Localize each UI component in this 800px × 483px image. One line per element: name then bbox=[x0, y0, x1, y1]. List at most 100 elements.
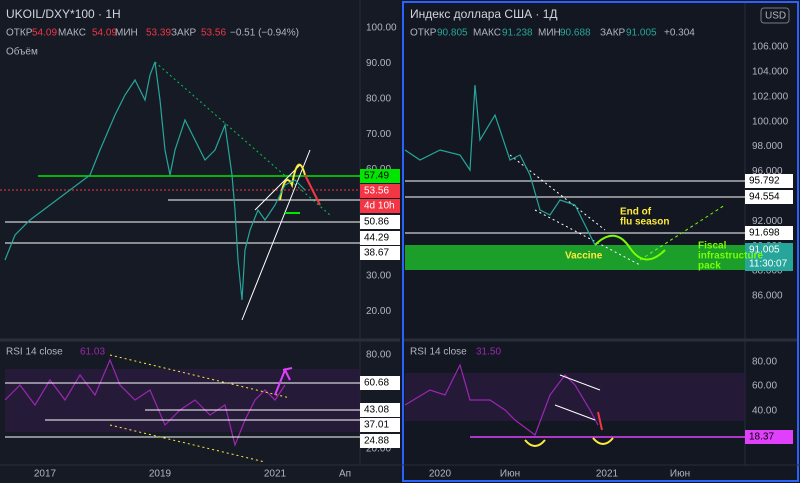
annotation: Fiscal bbox=[698, 241, 727, 252]
annotation: infrastructure bbox=[698, 251, 763, 262]
annotation: pack bbox=[698, 261, 721, 272]
forecast-line bbox=[639, 204, 726, 261]
price-tag-text: 11:30:07 bbox=[749, 259, 788, 270]
wave-drawing bbox=[279, 163, 306, 201]
price-tag-text: 60.68 bbox=[364, 378, 389, 389]
price-tag bbox=[360, 403, 400, 417]
ohlc: ОТКР bbox=[410, 28, 437, 39]
trend-line bbox=[254, 164, 301, 211]
price-tag-text: 53.56 bbox=[364, 186, 389, 197]
y-tick-label: 102.000 bbox=[752, 91, 789, 102]
ohlc: −0.51 (−0.94%) bbox=[230, 28, 299, 39]
price-tag bbox=[360, 246, 400, 260]
price-tag bbox=[745, 174, 793, 188]
y-tick-label: 98.000 bbox=[752, 141, 783, 152]
price-tag bbox=[745, 430, 793, 444]
ohlc: МИН bbox=[538, 28, 561, 39]
price-tag bbox=[360, 434, 400, 448]
ohlc: 91.238 bbox=[502, 28, 533, 39]
arrow bbox=[304, 174, 321, 206]
trend-line bbox=[109, 424, 266, 463]
price-tag-text: 95.792 bbox=[749, 176, 780, 187]
price-tag bbox=[360, 199, 400, 213]
ohlc: МАКС bbox=[473, 28, 501, 39]
price-tag bbox=[360, 376, 400, 390]
price-tag-text: 57.49 bbox=[364, 171, 389, 182]
wave-drawing bbox=[594, 234, 666, 261]
chart-title: UKOIL/DXY*100 · 1H bbox=[6, 7, 121, 21]
price-tag-text: 4d 10h bbox=[364, 201, 395, 212]
ohlc: 54.09 bbox=[92, 28, 117, 39]
price-tag-text: 37.01 bbox=[364, 420, 389, 431]
price-tag bbox=[360, 231, 400, 245]
ohlc: +0.304 bbox=[664, 28, 695, 39]
trend-line bbox=[559, 374, 601, 391]
ohlc: ОТКР bbox=[6, 28, 33, 39]
y-tick-label: 88.000 bbox=[752, 266, 783, 277]
y-tick-label: 80.00 bbox=[366, 93, 391, 104]
chart-title: Индекс доллара США · 1Д bbox=[410, 7, 558, 21]
annotation: flu season bbox=[620, 217, 669, 228]
x-tick-label: Июн bbox=[500, 469, 520, 480]
price-tag bbox=[745, 190, 793, 204]
price-tag bbox=[360, 184, 400, 198]
price-line bbox=[4, 61, 306, 301]
ohlc: 53.39 bbox=[146, 28, 171, 39]
price-tag bbox=[745, 226, 793, 240]
arrow bbox=[274, 367, 293, 396]
y-tick-label: 30.00 bbox=[366, 270, 391, 281]
ohlc: 91.005 bbox=[626, 28, 657, 39]
price-tag-text: 91.698 bbox=[749, 228, 780, 239]
ohlc: 54.09 bbox=[32, 28, 57, 39]
price-tag-text: 38.67 bbox=[364, 248, 389, 259]
trend-line bbox=[154, 61, 331, 216]
x-tick-label: 2021 bbox=[596, 469, 619, 480]
currency-badge bbox=[760, 7, 790, 24]
ohlc: МАКС bbox=[58, 28, 86, 39]
price-tag bbox=[360, 418, 400, 432]
x-tick-label: 2019 bbox=[149, 469, 172, 480]
y-tick-label: 40.00 bbox=[752, 406, 777, 417]
price-tag-text: 94.554 bbox=[749, 192, 780, 203]
currency: USD bbox=[765, 11, 786, 22]
price-tag-text: 91.005 bbox=[749, 245, 780, 256]
price-tag bbox=[360, 215, 400, 229]
ohlc: 53.56 bbox=[201, 28, 226, 39]
price-tag-text: 24.88 bbox=[364, 436, 389, 447]
trend-line bbox=[554, 404, 596, 421]
rsi-value: 61.03 bbox=[80, 347, 105, 358]
rsi-label: RSI 14 close bbox=[6, 347, 63, 358]
y-tick-label: 86.000 bbox=[752, 291, 783, 302]
y-tick-label: 20.00 bbox=[366, 306, 391, 317]
trend-line bbox=[241, 149, 311, 321]
rsi-value: 31.50 bbox=[476, 347, 501, 358]
volume-label: Объём bbox=[6, 46, 38, 58]
demand-zone bbox=[405, 245, 745, 270]
y-tick-label: 80.00 bbox=[752, 357, 777, 368]
ohlc: МИН bbox=[115, 28, 138, 39]
y-tick-label: 20.00 bbox=[366, 444, 391, 455]
arrow bbox=[597, 411, 603, 431]
rsi-line bbox=[404, 363, 599, 436]
y-tick-label: 104.000 bbox=[752, 67, 789, 78]
marker bbox=[524, 437, 614, 447]
price-line bbox=[404, 84, 596, 246]
x-tick-label: Июн bbox=[670, 469, 690, 480]
price-tag bbox=[360, 169, 400, 183]
annotation: End of bbox=[620, 207, 652, 218]
y-tick-label: 70.00 bbox=[366, 129, 391, 140]
ohlc: ЗАКР bbox=[600, 28, 626, 39]
ohlc: 90.805 bbox=[437, 28, 468, 39]
trend-line bbox=[109, 354, 291, 399]
x-tick-label: 2020 bbox=[429, 469, 452, 480]
y-tick-label: 92.000 bbox=[752, 216, 783, 227]
x-tick-label: 2021 bbox=[264, 469, 287, 480]
y-tick-label: 80.00 bbox=[366, 350, 391, 361]
price-tag-text: 18.37 bbox=[749, 432, 774, 443]
ohlc: ЗАКР bbox=[171, 28, 197, 39]
y-tick-label: 106.000 bbox=[752, 42, 789, 53]
y-tick-label: 96.000 bbox=[752, 166, 783, 177]
x-tick-label: 2017 bbox=[34, 469, 57, 480]
rsi-band bbox=[5, 369, 360, 432]
